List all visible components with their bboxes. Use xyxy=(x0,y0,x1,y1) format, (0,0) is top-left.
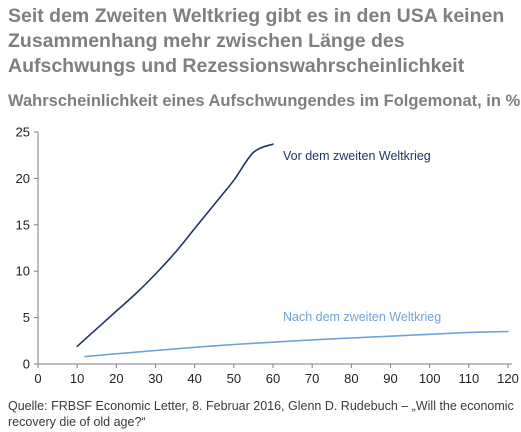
x-tick-label: 40 xyxy=(187,371,201,386)
y-tick-label: 15 xyxy=(16,217,30,232)
y-tick-label: 10 xyxy=(16,264,30,279)
x-tick-label: 120 xyxy=(497,371,519,386)
x-tick-label: 80 xyxy=(344,371,358,386)
y-tick-label: 25 xyxy=(16,125,30,140)
chart-series-labels: Vor dem zweiten Weltkrieg Nach dem zweite… xyxy=(283,149,441,324)
line-chart: 0 5 10 15 20 25 0 10 20 30 40 50 60 70 80 90 100 110 120 V… xyxy=(16,125,519,387)
x-tick-label: 70 xyxy=(305,371,319,386)
source-note: Quelle: FRBSF Economic Letter, 8. Februa… xyxy=(8,399,514,429)
x-tick-label: 90 xyxy=(383,371,397,386)
x-tick-label: 30 xyxy=(148,371,162,386)
x-tick-label: 50 xyxy=(227,371,241,386)
x-tick-label: 100 xyxy=(419,371,441,386)
y-tick-label: 20 xyxy=(16,171,30,186)
y-tick-label: 0 xyxy=(23,357,30,372)
chart-title: Seit dem Zweiten Weltkrieg gibt es in de… xyxy=(8,5,505,77)
series-line-2 xyxy=(84,330,509,358)
chart-subtitle: Wahrscheinlichkeit eines Aufschwungendes… xyxy=(8,92,521,110)
chart-series xyxy=(76,143,509,358)
series-label-2: Nach dem zweiten Weltkrieg xyxy=(283,310,441,324)
chart-axes: 0 5 10 15 20 25 0 10 20 30 40 50 60 70 80 90 100 110 120 xyxy=(16,125,519,387)
x-tick-label: 0 xyxy=(34,371,41,386)
x-tick-label: 20 xyxy=(109,371,123,386)
series-line-1 xyxy=(76,143,274,348)
x-tick-label: 110 xyxy=(458,371,479,386)
x-tick-label: 10 xyxy=(70,371,84,386)
y-tick-label: 5 xyxy=(23,310,30,325)
series-label-1: Vor dem zweiten Weltkrieg xyxy=(283,149,431,163)
x-tick-label: 60 xyxy=(266,371,280,386)
